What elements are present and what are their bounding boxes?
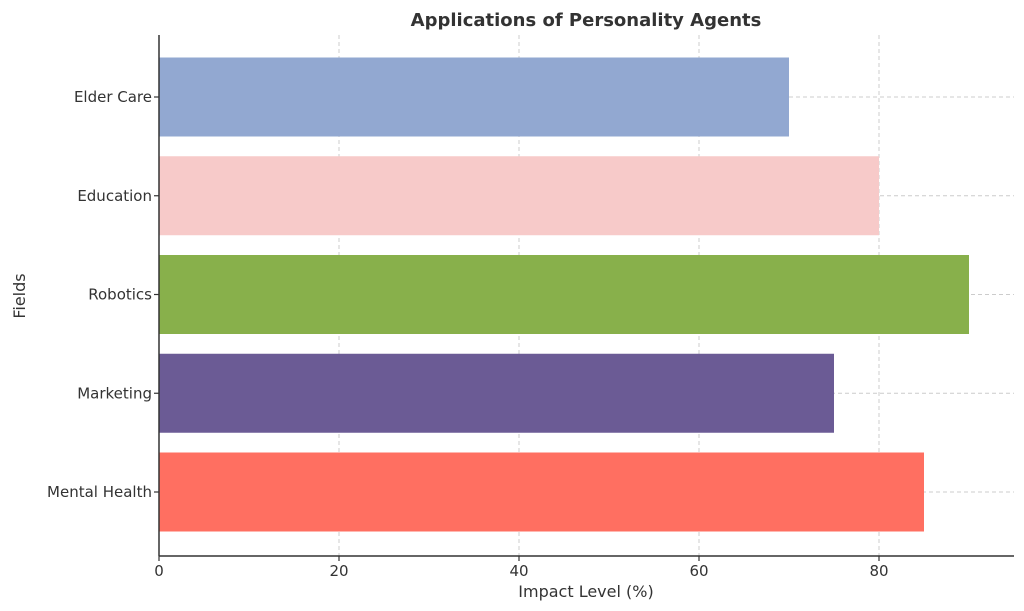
chart-title: Applications of Personality Agents: [411, 10, 762, 31]
y-tick-label: Robotics: [88, 286, 152, 304]
y-axis-label: Fields: [10, 273, 29, 318]
y-tick-label: Mental Health: [47, 483, 152, 501]
y-tick-label: Education: [77, 187, 152, 205]
bar-mental-health: [159, 452, 924, 532]
bars-layer: [159, 57, 969, 532]
x-axis-label: Impact Level (%): [518, 582, 653, 601]
y-tick-label: Elder Care: [74, 88, 152, 106]
bar-elder-care: [159, 57, 789, 137]
ticks-layer: 0 20 40 60 80 Mental Health Marketing Robotics E…: [47, 88, 889, 580]
bar-marketing: [159, 353, 834, 433]
bar-education: [159, 156, 879, 236]
x-tick-label: 0: [154, 562, 164, 580]
bar-robotics: [159, 255, 969, 334]
axes-layer: [158, 35, 1014, 557]
x-tick-label: 40: [509, 562, 528, 580]
x-tick-label: 20: [329, 562, 348, 580]
y-tick-label: Marketing: [77, 384, 152, 402]
x-tick-label: 80: [869, 562, 888, 580]
x-tick-label: 60: [689, 562, 708, 580]
